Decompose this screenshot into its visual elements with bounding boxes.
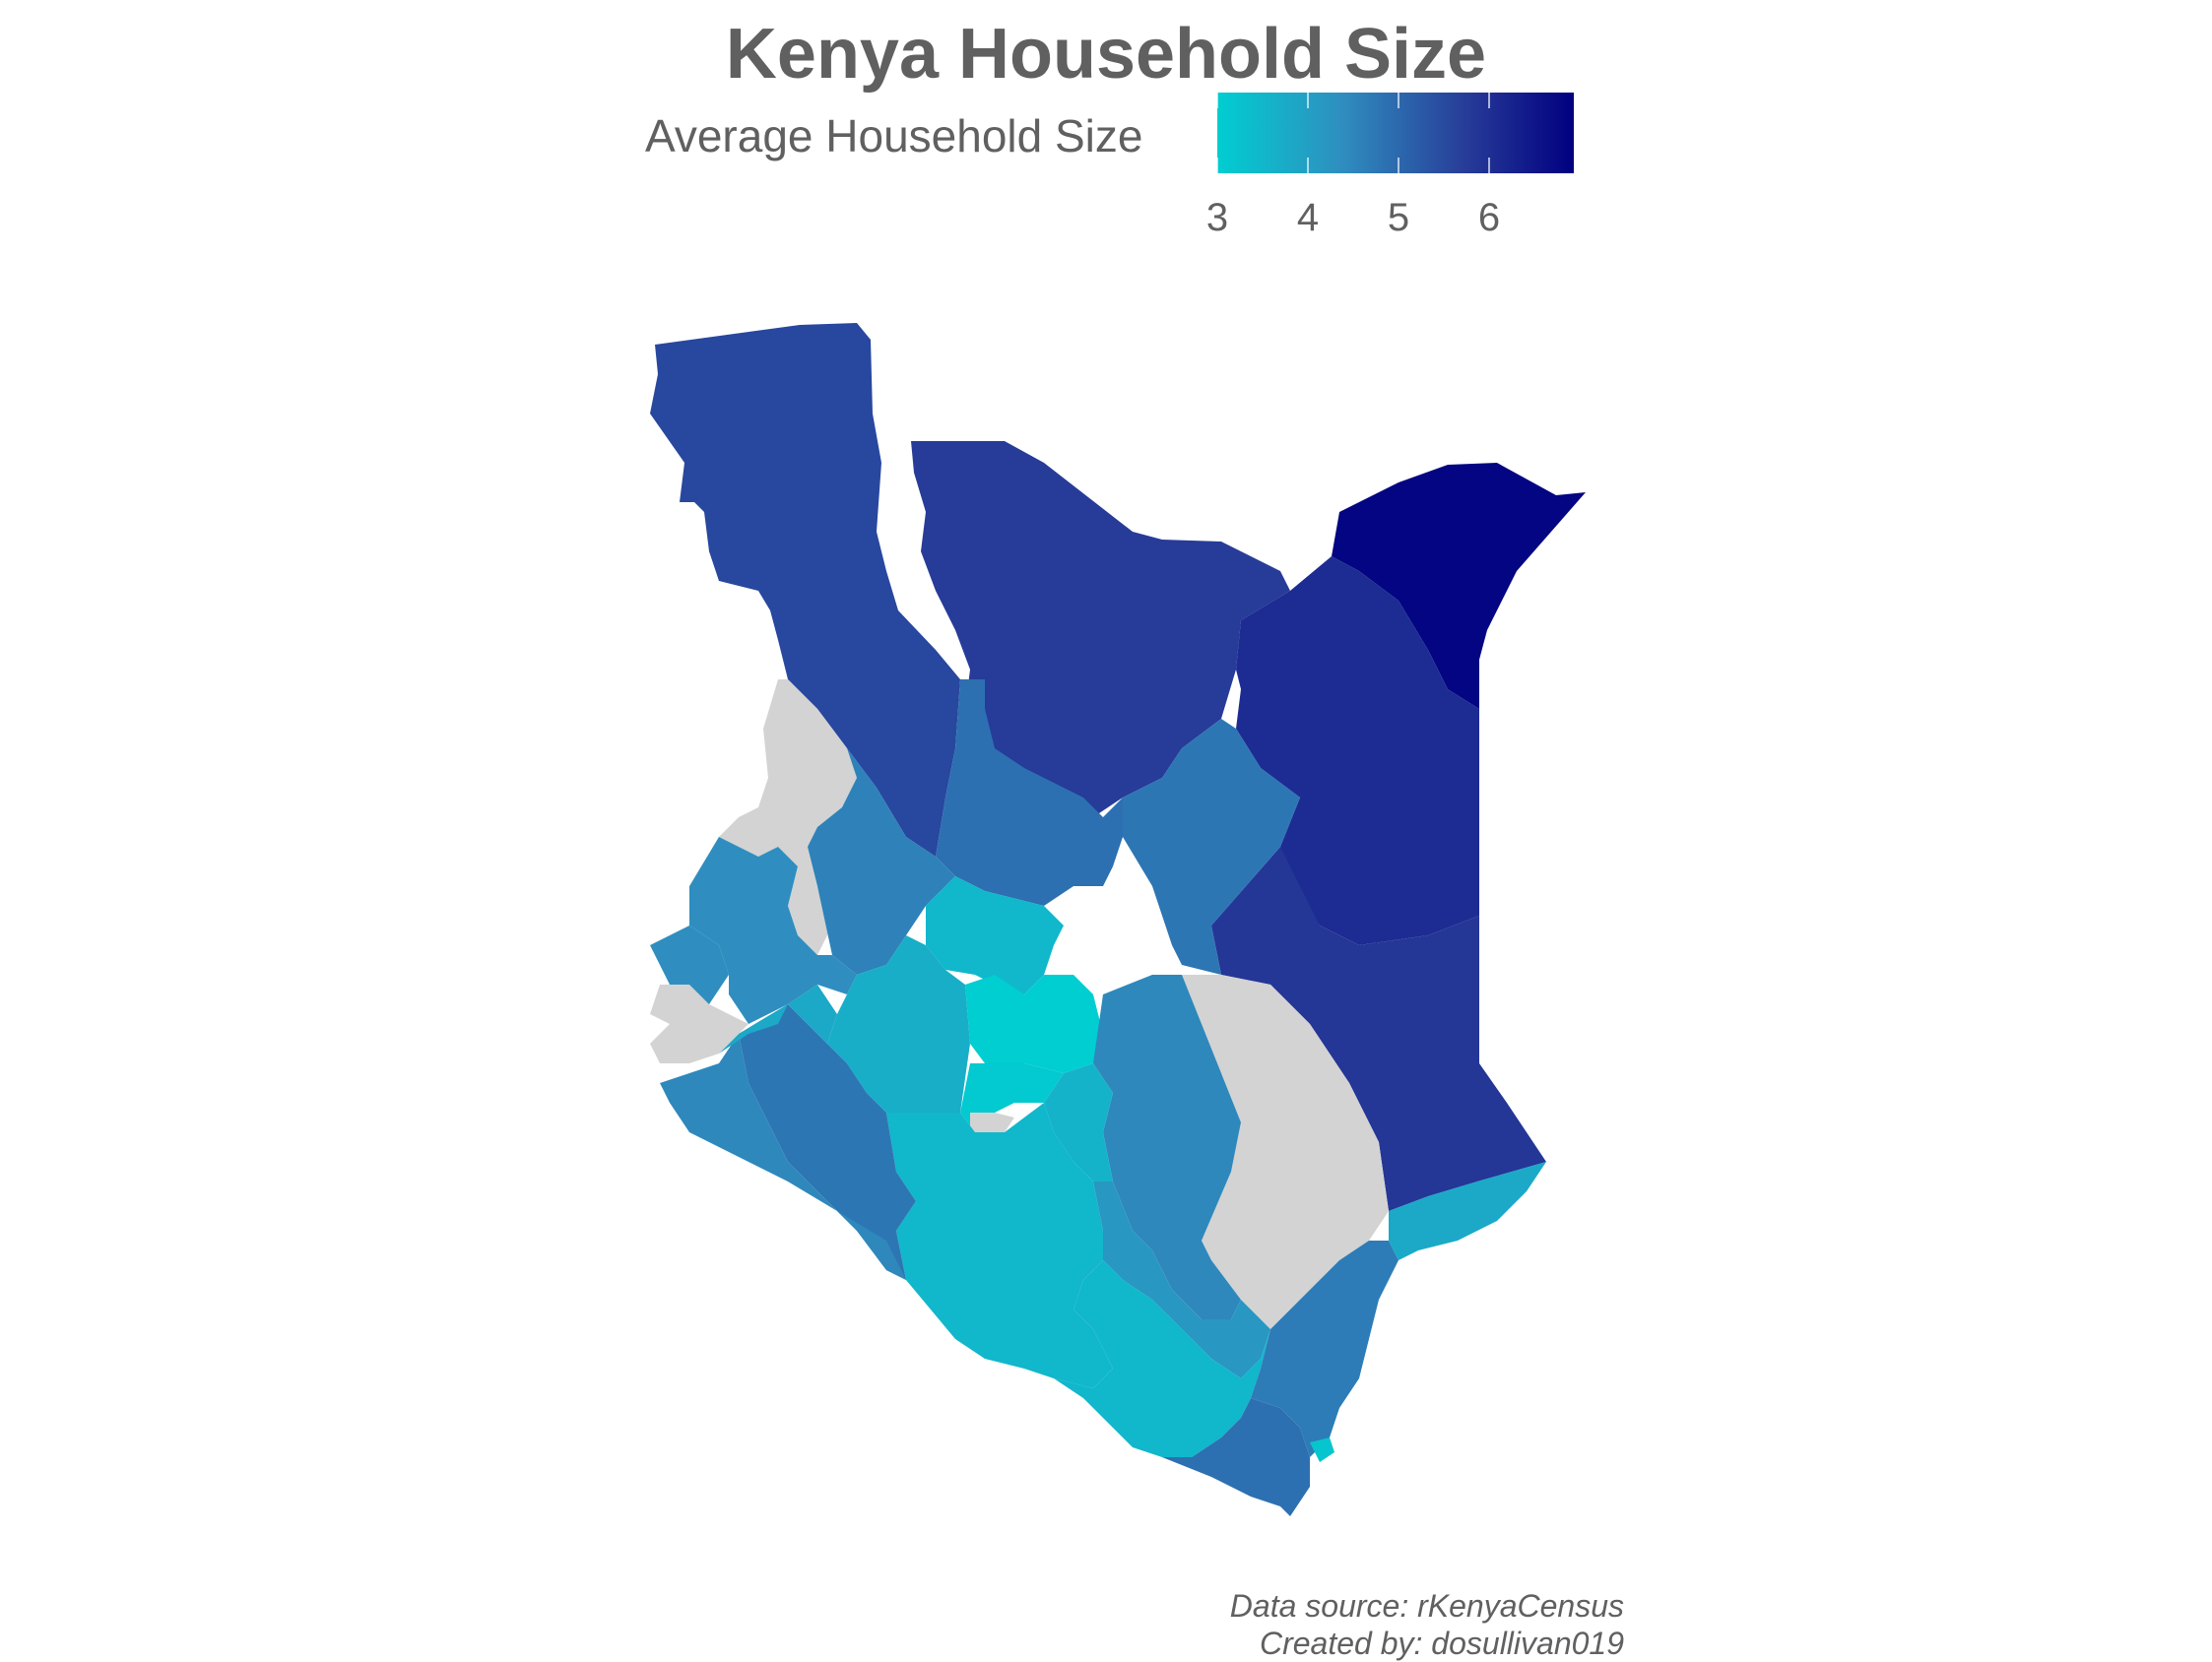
creator-note: Created by: dosullivan019 [1259,1626,1624,1661]
region-mandera[interactable] [1332,463,1586,709]
region-kwale[interactable] [1162,1398,1310,1516]
region-laikipia[interactable] [926,876,1064,994]
region-samburu[interactable] [936,679,1123,906]
region-kisumu[interactable] [719,985,837,1054]
region-kitui[interactable] [1093,975,1241,1319]
region-nakuru[interactable] [827,935,970,1113]
data-source-note: Data source: rKenyaCensus [1229,1588,1624,1624]
map-caption: Data source: rKenyaCensus Created by: do… [1230,1587,1624,1662]
region-lamu[interactable] [1389,1162,1546,1260]
legend-title: Average Household Size [645,110,1143,161]
region-garissa[interactable] [1211,847,1546,1211]
region-narok[interactable] [739,1004,916,1280]
legend-tick-3: 3 [1205,196,1229,239]
region-nairobi[interactable] [970,1113,1014,1137]
region-nyeri[interactable] [965,975,1103,1073]
region-west-pokot[interactable] [719,679,857,955]
legend-colorbar [1217,93,1574,173]
region-machakos[interactable] [1044,1063,1113,1182]
region-migori[interactable] [660,1034,906,1280]
region-kakamega[interactable] [689,837,857,1024]
region-wajir[interactable] [1236,556,1479,945]
region-lake-victoria[interactable] [650,985,748,1063]
map-title: Kenya Household Size [725,15,1487,94]
region-baringo[interactable] [808,748,955,975]
region-mombasa[interactable] [1310,1438,1334,1462]
region-turkana[interactable] [650,323,960,857]
region-taita-taveta[interactable] [1054,1260,1270,1457]
region-marsabit[interactable] [911,441,1290,817]
region-kajiado[interactable] [886,1103,1113,1388]
region-kilifi[interactable] [1251,1241,1399,1457]
region-makueni[interactable] [1093,1182,1270,1378]
region-tana-river[interactable] [1182,975,1389,1329]
legend-tick-5: 5 [1387,196,1410,239]
legend-tick-4: 4 [1296,196,1320,239]
region-isiolo[interactable] [1123,719,1300,975]
legend-tick-6: 6 [1477,196,1501,239]
